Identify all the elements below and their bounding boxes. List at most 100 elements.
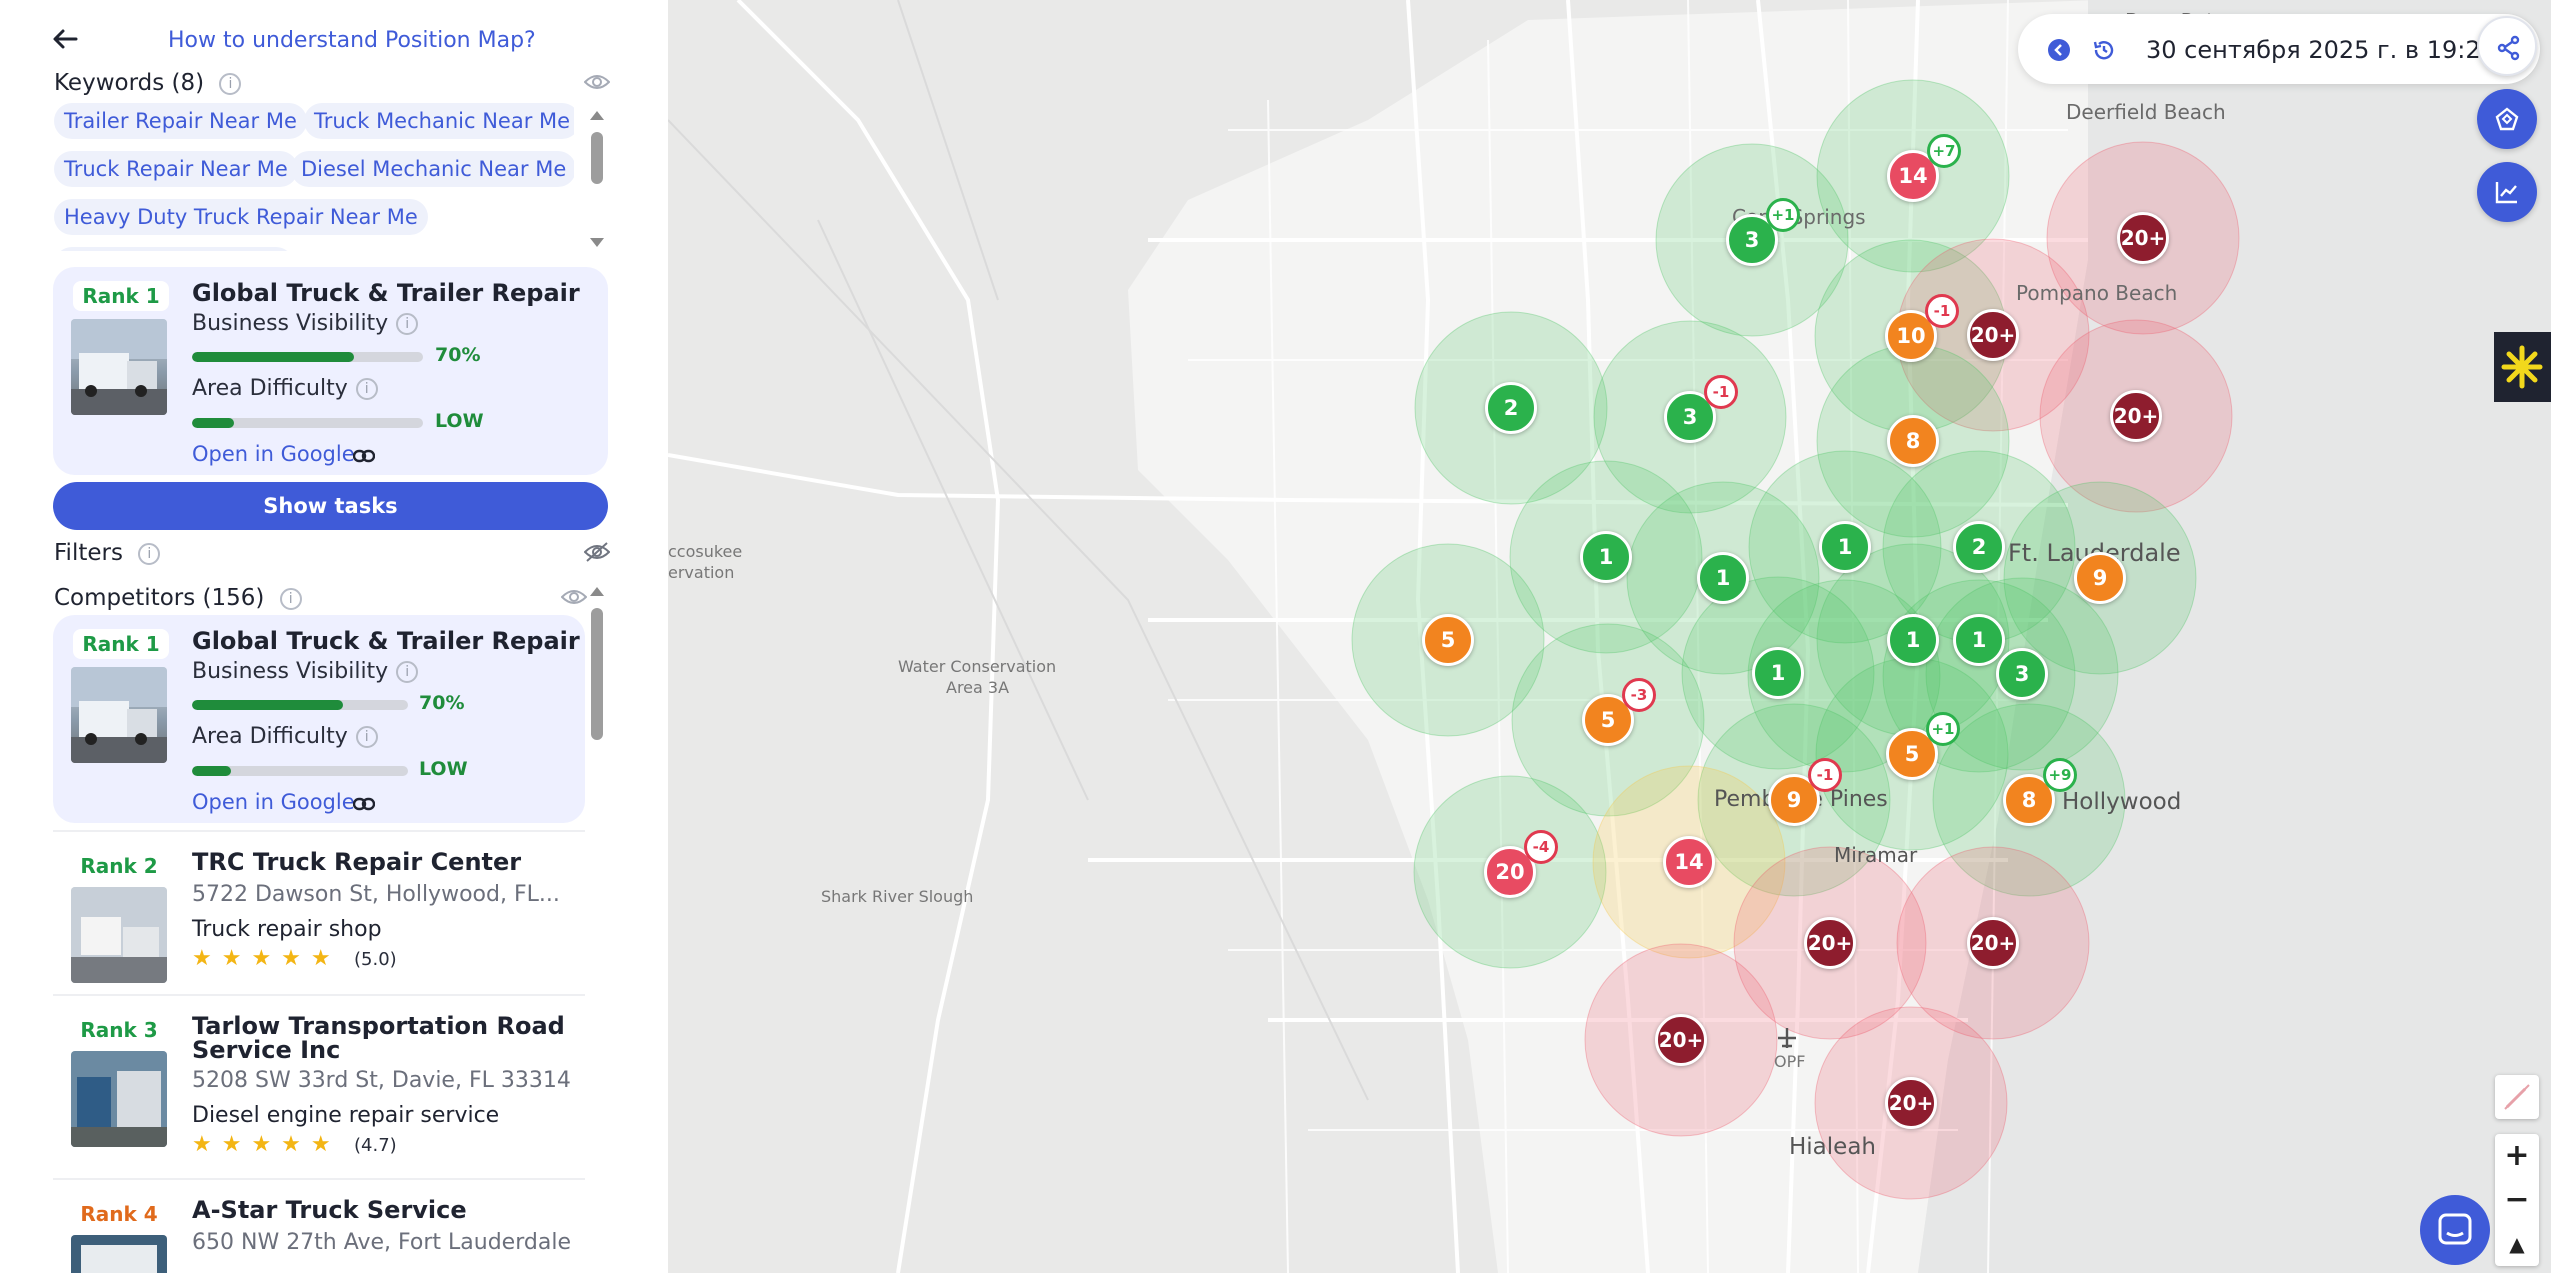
rank-pin[interactable]: 2 bbox=[1953, 521, 2005, 573]
back-arrow-icon[interactable] bbox=[50, 24, 80, 54]
filters-title[interactable]: Filters i bbox=[54, 540, 161, 566]
rating-stars: ★★★★★ bbox=[192, 946, 341, 971]
visibility-label: Business Visibility i bbox=[192, 311, 419, 336]
rank-pin[interactable]: 20+ bbox=[2110, 390, 2162, 442]
rank-pin[interactable]: 5 bbox=[1422, 614, 1474, 666]
rank-badge: Rank 1 bbox=[73, 281, 169, 311]
rank-badge: Rank 2 bbox=[71, 851, 167, 881]
open-in-google-link[interactable]: Open in Google bbox=[192, 790, 355, 814]
analytics-button[interactable] bbox=[2477, 162, 2537, 222]
keyword-chip-partial[interactable] bbox=[54, 247, 294, 251]
rank-change-badge: +7 bbox=[1927, 134, 1961, 168]
keyword-chip[interactable]: Truck Mechanic Near Me bbox=[304, 103, 574, 139]
rank-pin[interactable]: 1 bbox=[1953, 614, 2005, 666]
rank-pin[interactable]: 8 bbox=[1887, 415, 1939, 467]
rank-pin[interactable]: 14 bbox=[1887, 150, 1939, 202]
link-icon[interactable] bbox=[353, 449, 375, 463]
competitor-category: Truck repair shop bbox=[192, 917, 382, 942]
business-name: Global Truck & Trailer Repair bbox=[192, 279, 580, 307]
visibility-value: 70% bbox=[419, 692, 465, 714]
map-label: Deerfield Beach bbox=[2066, 100, 2226, 124]
rank-change-badge: -1 bbox=[1704, 375, 1738, 409]
rank-pin[interactable]: 20+ bbox=[2117, 212, 2169, 264]
open-in-google-link[interactable]: Open in Google bbox=[192, 442, 355, 466]
competitor-name: A-Star Truck Service bbox=[192, 1196, 467, 1224]
share-button[interactable] bbox=[2477, 16, 2537, 76]
rank-pin[interactable]: 1 bbox=[1887, 614, 1939, 666]
position-map[interactable]: Boca Raton Deerfield Beach Coral Springs… bbox=[668, 0, 2551, 1273]
rank-pin[interactable]: 1 bbox=[1697, 552, 1749, 604]
rank-pin[interactable]: 20+ bbox=[1967, 309, 2019, 361]
zoom-in-icon[interactable]: + bbox=[2504, 1138, 2530, 1173]
visibility-bar-fill bbox=[192, 700, 344, 710]
competitor-list-item[interactable]: Rank 4 A-Star Truck Service 650 NW 27th … bbox=[53, 1178, 585, 1273]
chevron-left-icon[interactable] bbox=[2048, 39, 2070, 61]
rank-pin[interactable]: 1 bbox=[1819, 521, 1871, 573]
rank-pin[interactable]: 9 bbox=[1768, 774, 1820, 826]
rank-pin[interactable]: 20+ bbox=[1885, 1077, 1937, 1129]
chat-button[interactable] bbox=[2420, 1195, 2490, 1265]
info-icon[interactable]: i bbox=[396, 313, 419, 335]
competitor-card-top[interactable]: Rank 1 Global Truck & Trailer Repair Bus… bbox=[53, 615, 585, 823]
rank-pin[interactable]: 10 bbox=[1885, 310, 1937, 362]
info-icon[interactable]: i bbox=[279, 587, 302, 610]
rank-badge: Rank 4 bbox=[71, 1199, 167, 1229]
keywords-title: Keywords (8) i bbox=[54, 70, 242, 96]
show-tasks-button[interactable]: Show tasks bbox=[53, 482, 608, 530]
keywords-scrollbar[interactable] bbox=[591, 132, 603, 184]
layers-button[interactable] bbox=[2477, 89, 2537, 149]
competitor-name: TRC Truck Repair Center bbox=[192, 848, 522, 876]
info-icon[interactable]: i bbox=[355, 378, 378, 400]
scroll-up-icon[interactable] bbox=[590, 111, 604, 120]
history-icon[interactable] bbox=[2092, 38, 2116, 62]
scroll-down-icon[interactable] bbox=[590, 238, 604, 247]
rank-pin[interactable]: 1 bbox=[1752, 647, 1804, 699]
rank-pin[interactable]: 3 bbox=[1996, 648, 2048, 700]
rank-pin[interactable]: 2 bbox=[1485, 382, 1537, 434]
eye-icon[interactable] bbox=[584, 72, 610, 92]
rank-pin[interactable]: 1 bbox=[1580, 531, 1632, 583]
rating-value: (4.7) bbox=[354, 1135, 397, 1156]
info-icon[interactable]: i bbox=[396, 661, 419, 683]
competitor-category: Diesel engine repair service bbox=[192, 1103, 500, 1128]
visibility-value: 70% bbox=[435, 344, 481, 366]
difficulty-bar-fill bbox=[192, 418, 234, 428]
rank-pin[interactable]: 20+ bbox=[1967, 917, 2019, 969]
keyword-chip[interactable]: Diesel Mechanic Near Me bbox=[291, 151, 574, 187]
zoom-out-icon[interactable]: − bbox=[2504, 1182, 2530, 1217]
rank-change-badge: -1 bbox=[1808, 758, 1842, 792]
rank-pin[interactable]: 20+ bbox=[1804, 917, 1856, 969]
difficulty-label-text: Area Difficulty bbox=[192, 724, 348, 749]
info-icon[interactable]: i bbox=[355, 726, 378, 748]
rank-change-badge: +1 bbox=[1926, 712, 1960, 746]
competitors-scrollbar[interactable] bbox=[591, 608, 603, 740]
competitor-address: 650 NW 27th Ave, Fort Lauderdale... bbox=[192, 1230, 572, 1255]
zoom-controls: + − ▲ bbox=[2495, 1134, 2539, 1266]
difficulty-bar bbox=[192, 418, 423, 428]
keyword-chip[interactable]: Truck Repair Near Me bbox=[54, 151, 298, 187]
info-icon[interactable]: i bbox=[219, 72, 242, 95]
map-label: ervation bbox=[668, 563, 735, 582]
scroll-up-icon[interactable] bbox=[590, 587, 604, 596]
link-icon[interactable] bbox=[353, 797, 375, 811]
difficulty-value: LOW bbox=[435, 410, 484, 432]
competitor-list-item[interactable]: Rank 2 TRC Truck Repair Center 5722 Daws… bbox=[53, 830, 585, 994]
competitor-list-item[interactable]: Rank 3 Tarlow Transportation Road Servic… bbox=[53, 994, 585, 1178]
keyword-chip[interactable]: Trailer Repair Near Me bbox=[54, 103, 307, 139]
eye-off-icon[interactable] bbox=[584, 542, 610, 562]
rank-change-badge: -3 bbox=[1622, 678, 1656, 712]
help-link[interactable]: How to understand Position Map? bbox=[168, 28, 536, 53]
compass-icon[interactable]: ▲ bbox=[2509, 1232, 2525, 1256]
rank-pin[interactable]: 20+ bbox=[1655, 1014, 1707, 1066]
pencil-off-button[interactable] bbox=[2495, 1075, 2539, 1119]
map-label: OPF bbox=[1774, 1052, 1806, 1071]
support-widget[interactable] bbox=[2494, 332, 2551, 402]
eye-icon[interactable] bbox=[561, 587, 587, 607]
airport-icon bbox=[1778, 1028, 1796, 1048]
competitor-address: 5208 SW 33rd St, Davie, FL 33314... bbox=[192, 1068, 572, 1093]
rank-pin[interactable]: 14 bbox=[1663, 836, 1715, 888]
rank-pin[interactable]: 9 bbox=[2074, 552, 2126, 604]
keyword-chip[interactable]: Heavy Duty Truck Repair Near Me bbox=[54, 199, 428, 235]
info-icon[interactable]: i bbox=[138, 542, 161, 565]
filters-label: Filters bbox=[54, 540, 123, 566]
